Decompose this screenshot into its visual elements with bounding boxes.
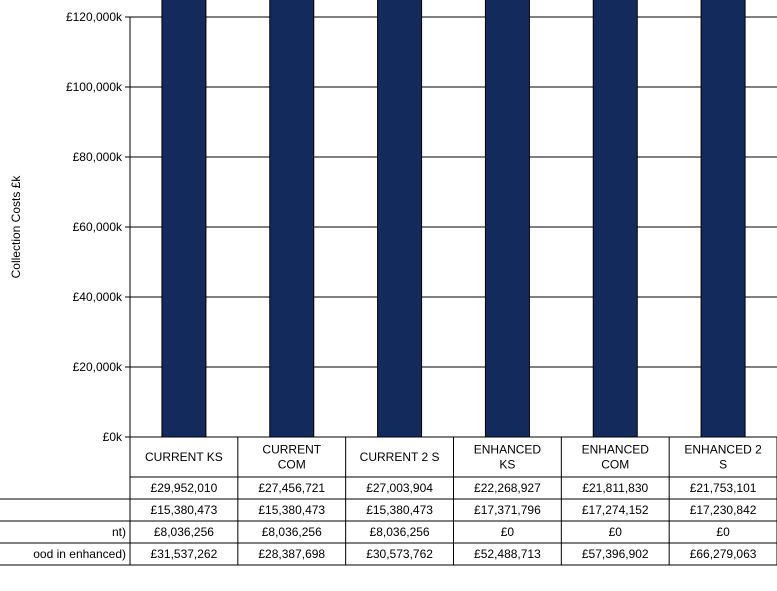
category-label: CURRENT 2 S xyxy=(360,450,440,464)
data-label: £22,268,927 xyxy=(474,481,541,495)
data-label: £21,811,830 xyxy=(582,481,648,495)
data-label: £8,036,256 xyxy=(154,525,214,539)
data-label: £30,573,762 xyxy=(366,547,433,561)
y-tick-label: £0k xyxy=(103,430,123,444)
data-label: £17,230,842 xyxy=(690,503,757,517)
category-label: KS xyxy=(499,458,515,472)
data-label: £15,380,473 xyxy=(258,503,325,517)
bar-segment xyxy=(484,0,530,438)
data-label: £17,274,152 xyxy=(582,503,649,517)
data-label: £15,380,473 xyxy=(151,503,218,517)
data-label: £21,753,101 xyxy=(690,481,757,495)
category-label: ENHANCED 2 xyxy=(684,443,762,457)
data-label: £29,952,010 xyxy=(151,481,218,495)
category-label: ENHANCED xyxy=(582,443,650,457)
category-label: COM xyxy=(278,458,306,472)
data-label: £8,036,256 xyxy=(370,525,430,539)
y-tick-label: £60,000k xyxy=(73,220,123,234)
category-label: COM xyxy=(601,458,629,472)
bar-segment xyxy=(269,0,315,438)
axes xyxy=(125,16,131,438)
y-ticks: £0k £20,000k £40,000k £60,000k £80,000k £100,… xyxy=(66,10,123,444)
bar-segment xyxy=(161,0,207,438)
y-tick-label: £40,000k xyxy=(73,290,123,304)
bar-segment xyxy=(700,0,746,438)
grid-lines xyxy=(130,16,777,368)
bars xyxy=(161,0,746,438)
data-label: £0 xyxy=(716,525,730,539)
data-label: £8,036,256 xyxy=(262,525,322,539)
y-tick-label: £20,000k xyxy=(73,360,123,374)
category-label: CURRENT xyxy=(262,443,321,457)
data-label: £17,371,796 xyxy=(474,503,541,517)
series-row-label: ood in enhanced) xyxy=(33,547,126,561)
data-label: £57,396,902 xyxy=(582,547,649,561)
data-label: £66,279,063 xyxy=(690,547,757,561)
category-label: S xyxy=(719,458,727,472)
category-label: ENHANCED xyxy=(474,443,542,457)
data-label: £15,380,473 xyxy=(366,503,433,517)
data-label: £28,387,698 xyxy=(258,547,325,561)
data-label: £31,537,262 xyxy=(151,547,218,561)
y-tick-label: £80,000k xyxy=(73,150,123,164)
data-label: £0 xyxy=(501,525,515,539)
series-row-label: nt) xyxy=(112,525,126,539)
y-tick-label: £100,000k xyxy=(66,80,123,94)
bar-segment xyxy=(592,0,638,438)
y-tick-label: £120,000k xyxy=(66,10,123,24)
data-label: £27,003,904 xyxy=(366,481,433,495)
data-label: £27,456,721 xyxy=(258,481,325,495)
y-axis-label: Collection Costs £k xyxy=(9,175,23,279)
data-label: £52,488,713 xyxy=(474,547,541,561)
bar-segment xyxy=(377,0,423,438)
data-label: £0 xyxy=(609,525,623,539)
category-label: CURRENT KS xyxy=(145,450,223,464)
